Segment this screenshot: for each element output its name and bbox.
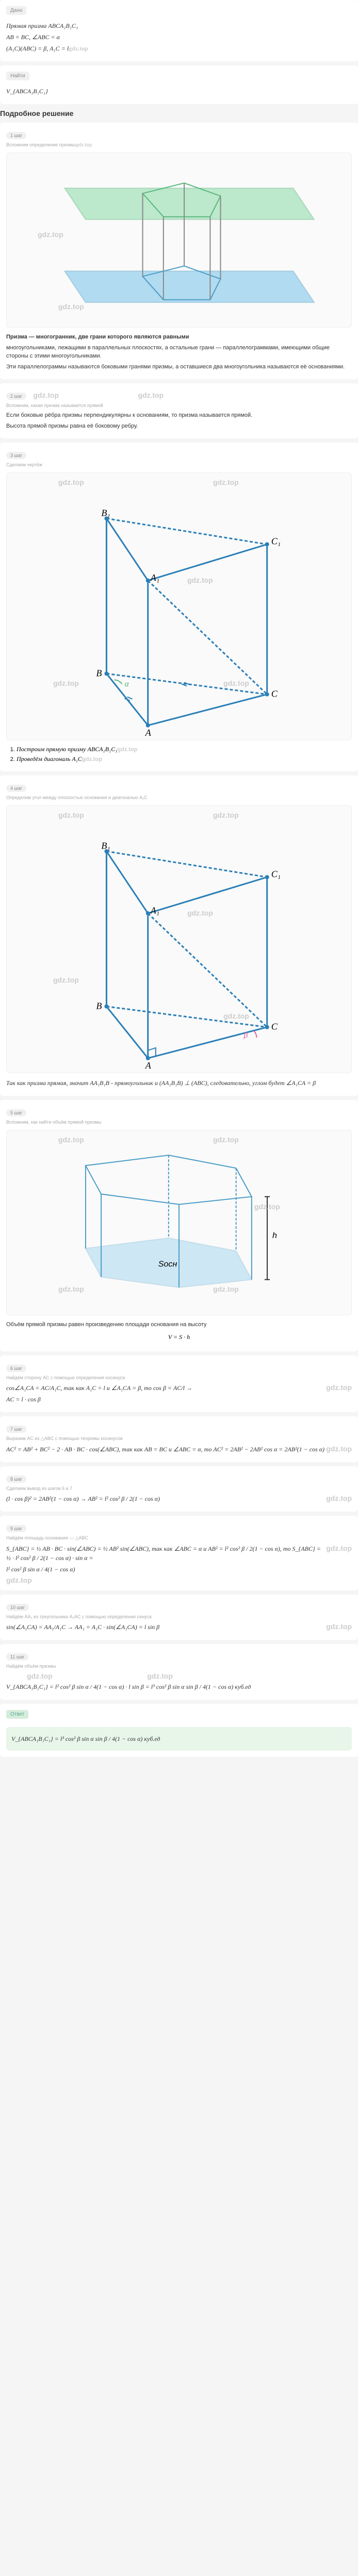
step1-text1: Призма — многогранник, две грани которог… xyxy=(6,333,352,342)
step10-desc: Найдём AA₁ из треугольника A₁AC с помощь… xyxy=(6,1614,352,1619)
step3-item1: Построим прямую призму ABCA₁B₁C₁gdz.top xyxy=(17,745,352,753)
find-line1: V_{ABCA₁B₁C₁} xyxy=(6,87,352,96)
step1-section: 1 шаг Вспомним определение призмыgdz.top… xyxy=(0,123,358,379)
svg-text:α: α xyxy=(125,680,129,688)
step8-desc: Сделаем вывод из шагов 6 и 7 xyxy=(6,1486,352,1491)
svg-text:A: A xyxy=(145,1060,152,1069)
given-label: Дано xyxy=(6,6,26,15)
watermark: gdz.top xyxy=(69,45,88,52)
svg-text:C: C xyxy=(271,1022,278,1032)
step6-section: 6 шаг Найдём сторону AC с помощью опреде… xyxy=(0,1355,358,1412)
given-section: Дано Прямая призма ABCA₁B₁C₁ AB = BC, ∠A… xyxy=(0,0,358,61)
step7-desc: Выразим AC из △ABC с помощью теоремы кос… xyxy=(6,1436,352,1442)
svg-text:C₁: C₁ xyxy=(271,536,281,547)
step10-section: 10 шаг Найдём AA₁ из треугольника A₁AC с… xyxy=(0,1595,358,1640)
step2-pill: 2 шаг xyxy=(6,393,26,400)
step9-text2: l² cos² β sin α / 4(1 − cos α) xyxy=(6,1565,352,1574)
step5-pill: 5 шаг xyxy=(6,1109,26,1116)
svg-text:B₁: B₁ xyxy=(101,840,110,851)
step3-item2: Проведём диагональ A₁Cgdz.top xyxy=(17,755,352,763)
step5-desc: Вспомним, как найти объём прямой призмы xyxy=(6,1120,352,1125)
given-line1: Прямая призма ABCA₁B₁C₁ xyxy=(6,21,352,30)
step1-desc: Вспомним определение призмыgdz.top xyxy=(6,142,352,147)
step1-text3: Эти параллелограммы называются боковыми … xyxy=(6,363,352,371)
watermark: gdz.top xyxy=(6,1576,32,1584)
watermark: gdz.top xyxy=(147,1672,173,1680)
svg-text:C₁: C₁ xyxy=(271,869,281,879)
step5-section: 5 шаг Вспомним, как найти объём прямой п… xyxy=(0,1100,358,1351)
svg-text:A: A xyxy=(145,727,152,736)
step10-text1: sin(∠A₁CA) = AA₁/A₁C → AA₁ = A₁C · sin(∠… xyxy=(6,1622,352,1632)
svg-text:C: C xyxy=(271,689,278,699)
step7-text1: AC² = AB² + BC² − 2 · AB · BC · cos(∠ABC… xyxy=(6,1445,352,1454)
step7-pill: 7 шаг xyxy=(6,1426,26,1433)
step9-section: 9 шаг Найдём площадь основания — △ABC gd… xyxy=(0,1516,358,1590)
step8-text1: (l · cos β)² = 2AB²(1 − cos α) → AB² = l… xyxy=(6,1494,352,1503)
find-section: Найти V_{ABCA₁B₁C₁} xyxy=(0,65,358,104)
svg-text:B₁: B₁ xyxy=(101,507,110,518)
step6-pill: 6 шаг xyxy=(6,1365,26,1372)
step5-formula: V = S · h xyxy=(6,1333,352,1341)
step2-desc: Вспомним, какая призма называется прямой xyxy=(6,403,352,408)
step7-section: 7 шаг Выразим AC из △ABC с помощью теоре… xyxy=(0,1416,358,1462)
step6-text1: cos∠A₁CA = AC/A₁C, так как A₁C = l и ∠A₁… xyxy=(6,1383,352,1393)
svg-text:A₁: A₁ xyxy=(150,905,159,916)
step3-list: Построим прямую призму ABCA₁B₁C₁gdz.top … xyxy=(6,745,352,763)
step1-figure: gdz.top gdz.top xyxy=(6,152,352,328)
answer-box: V_{ABCA₁B₁C₁} = l³ cos² β sin α sin β / … xyxy=(6,1727,352,1751)
answer-text: V_{ABCA₁B₁C₁} = l³ cos² β sin α sin β / … xyxy=(11,1734,347,1743)
step4-figure: gdz.top gdz.top gdz.top gdz.top gdz.top … xyxy=(6,805,352,1073)
svg-text:B: B xyxy=(96,1001,102,1011)
prism-drawing-svg: B₁ A₁ C₁ B A C α xyxy=(11,477,347,736)
step9-text1: S_{ABC} = ½ AB · BC · sin(∠ABC) = ½ AB² … xyxy=(6,1544,352,1563)
step11-text1: V_{ABCA₁B₁C₁} = l² cos² β sin α / 4(1 − … xyxy=(6,1682,352,1691)
svg-text:A₁: A₁ xyxy=(150,572,159,583)
find-label: Найти xyxy=(6,72,29,80)
watermark: gdz.top xyxy=(75,142,92,147)
given-line3: (A₁C)(ABC) = β, A₁C = lgdz.top xyxy=(6,44,352,53)
svg-text:B: B xyxy=(96,668,102,679)
step4-section: 4 шаг Определим угол между плоскостью ос… xyxy=(0,775,358,1096)
given-line2: AB = BC, ∠ABC = α xyxy=(6,32,352,42)
step8-pill: 8 шаг xyxy=(6,1476,26,1483)
svg-text:Sосн: Sосн xyxy=(158,1260,177,1269)
step3-section: 3 шаг Сделаем чертёж gdz.top gdz.top gdz… xyxy=(0,443,358,771)
step9-pill: 9 шаг xyxy=(6,1525,26,1532)
watermark: gdz.top xyxy=(33,391,59,399)
svg-text:h: h xyxy=(272,1231,277,1240)
step9-desc: Найдём площадь основания — △ABC xyxy=(6,1535,352,1541)
angle-figure-svg: B₁ A₁ C₁ B A C β xyxy=(11,810,347,1069)
step11-desc: Найдём объём призмы xyxy=(6,1664,352,1669)
step2-text2: Высота прямой призмы равна её боковому р… xyxy=(6,422,352,431)
watermark: gdz.top xyxy=(27,1672,53,1680)
step5-text1: Объём прямой призмы равен произведению п… xyxy=(6,1320,352,1329)
watermark: gdz.top xyxy=(138,391,164,399)
watermark: gdz.top xyxy=(117,747,137,753)
step11-pill: 11 шаг xyxy=(6,1653,28,1660)
step6-desc: Найдём сторону AC с помощью определения … xyxy=(6,1375,352,1380)
step3-pill: 3 шаг xyxy=(6,452,26,459)
step2-text1: Если боковые рёбра призмы перпендикулярн… xyxy=(6,411,352,420)
step4-desc: Определим угол между плоскостью основани… xyxy=(6,795,352,800)
step1-pill: 1 шаг xyxy=(6,132,26,139)
volume-figure-svg: h Sосн xyxy=(11,1134,347,1311)
step8-section: 8 шаг Сделаем вывод из шагов 6 и 7 gdz.t… xyxy=(0,1466,358,1512)
solution-heading: Подробное решение xyxy=(0,109,358,117)
step6-text2: AC = l · cos β xyxy=(6,1395,352,1404)
prism-definition-svg xyxy=(11,157,347,323)
answer-label: Ответ xyxy=(6,1710,28,1719)
step11-section: 11 шаг Найдём объём призмы gdz.top gdz.t… xyxy=(0,1644,358,1700)
step3-figure: gdz.top gdz.top gdz.top gdz.top gdz.top xyxy=(6,472,352,740)
step1-text2: многоугольниками, лежащими в параллельны… xyxy=(6,344,352,361)
step3-desc: Сделаем чертёж xyxy=(6,462,352,467)
step2-section: 2 шаг gdz.top gdz.top Вспомним, какая пр… xyxy=(0,383,358,438)
step4-text1: Так как призма прямая, значит AA₁B₁B - п… xyxy=(6,1078,352,1088)
step5-figure: gdz.top gdz.top gdz.top gdz.top gdz.top … xyxy=(6,1130,352,1315)
answer-section: Ответ V_{ABCA₁B₁C₁} = l³ cos² β sin α si… xyxy=(0,1704,358,1757)
step4-pill: 4 шаг xyxy=(6,785,26,792)
step10-pill: 10 шаг xyxy=(6,1604,29,1611)
svg-text:β: β xyxy=(243,1031,248,1039)
watermark: gdz.top xyxy=(82,756,102,762)
